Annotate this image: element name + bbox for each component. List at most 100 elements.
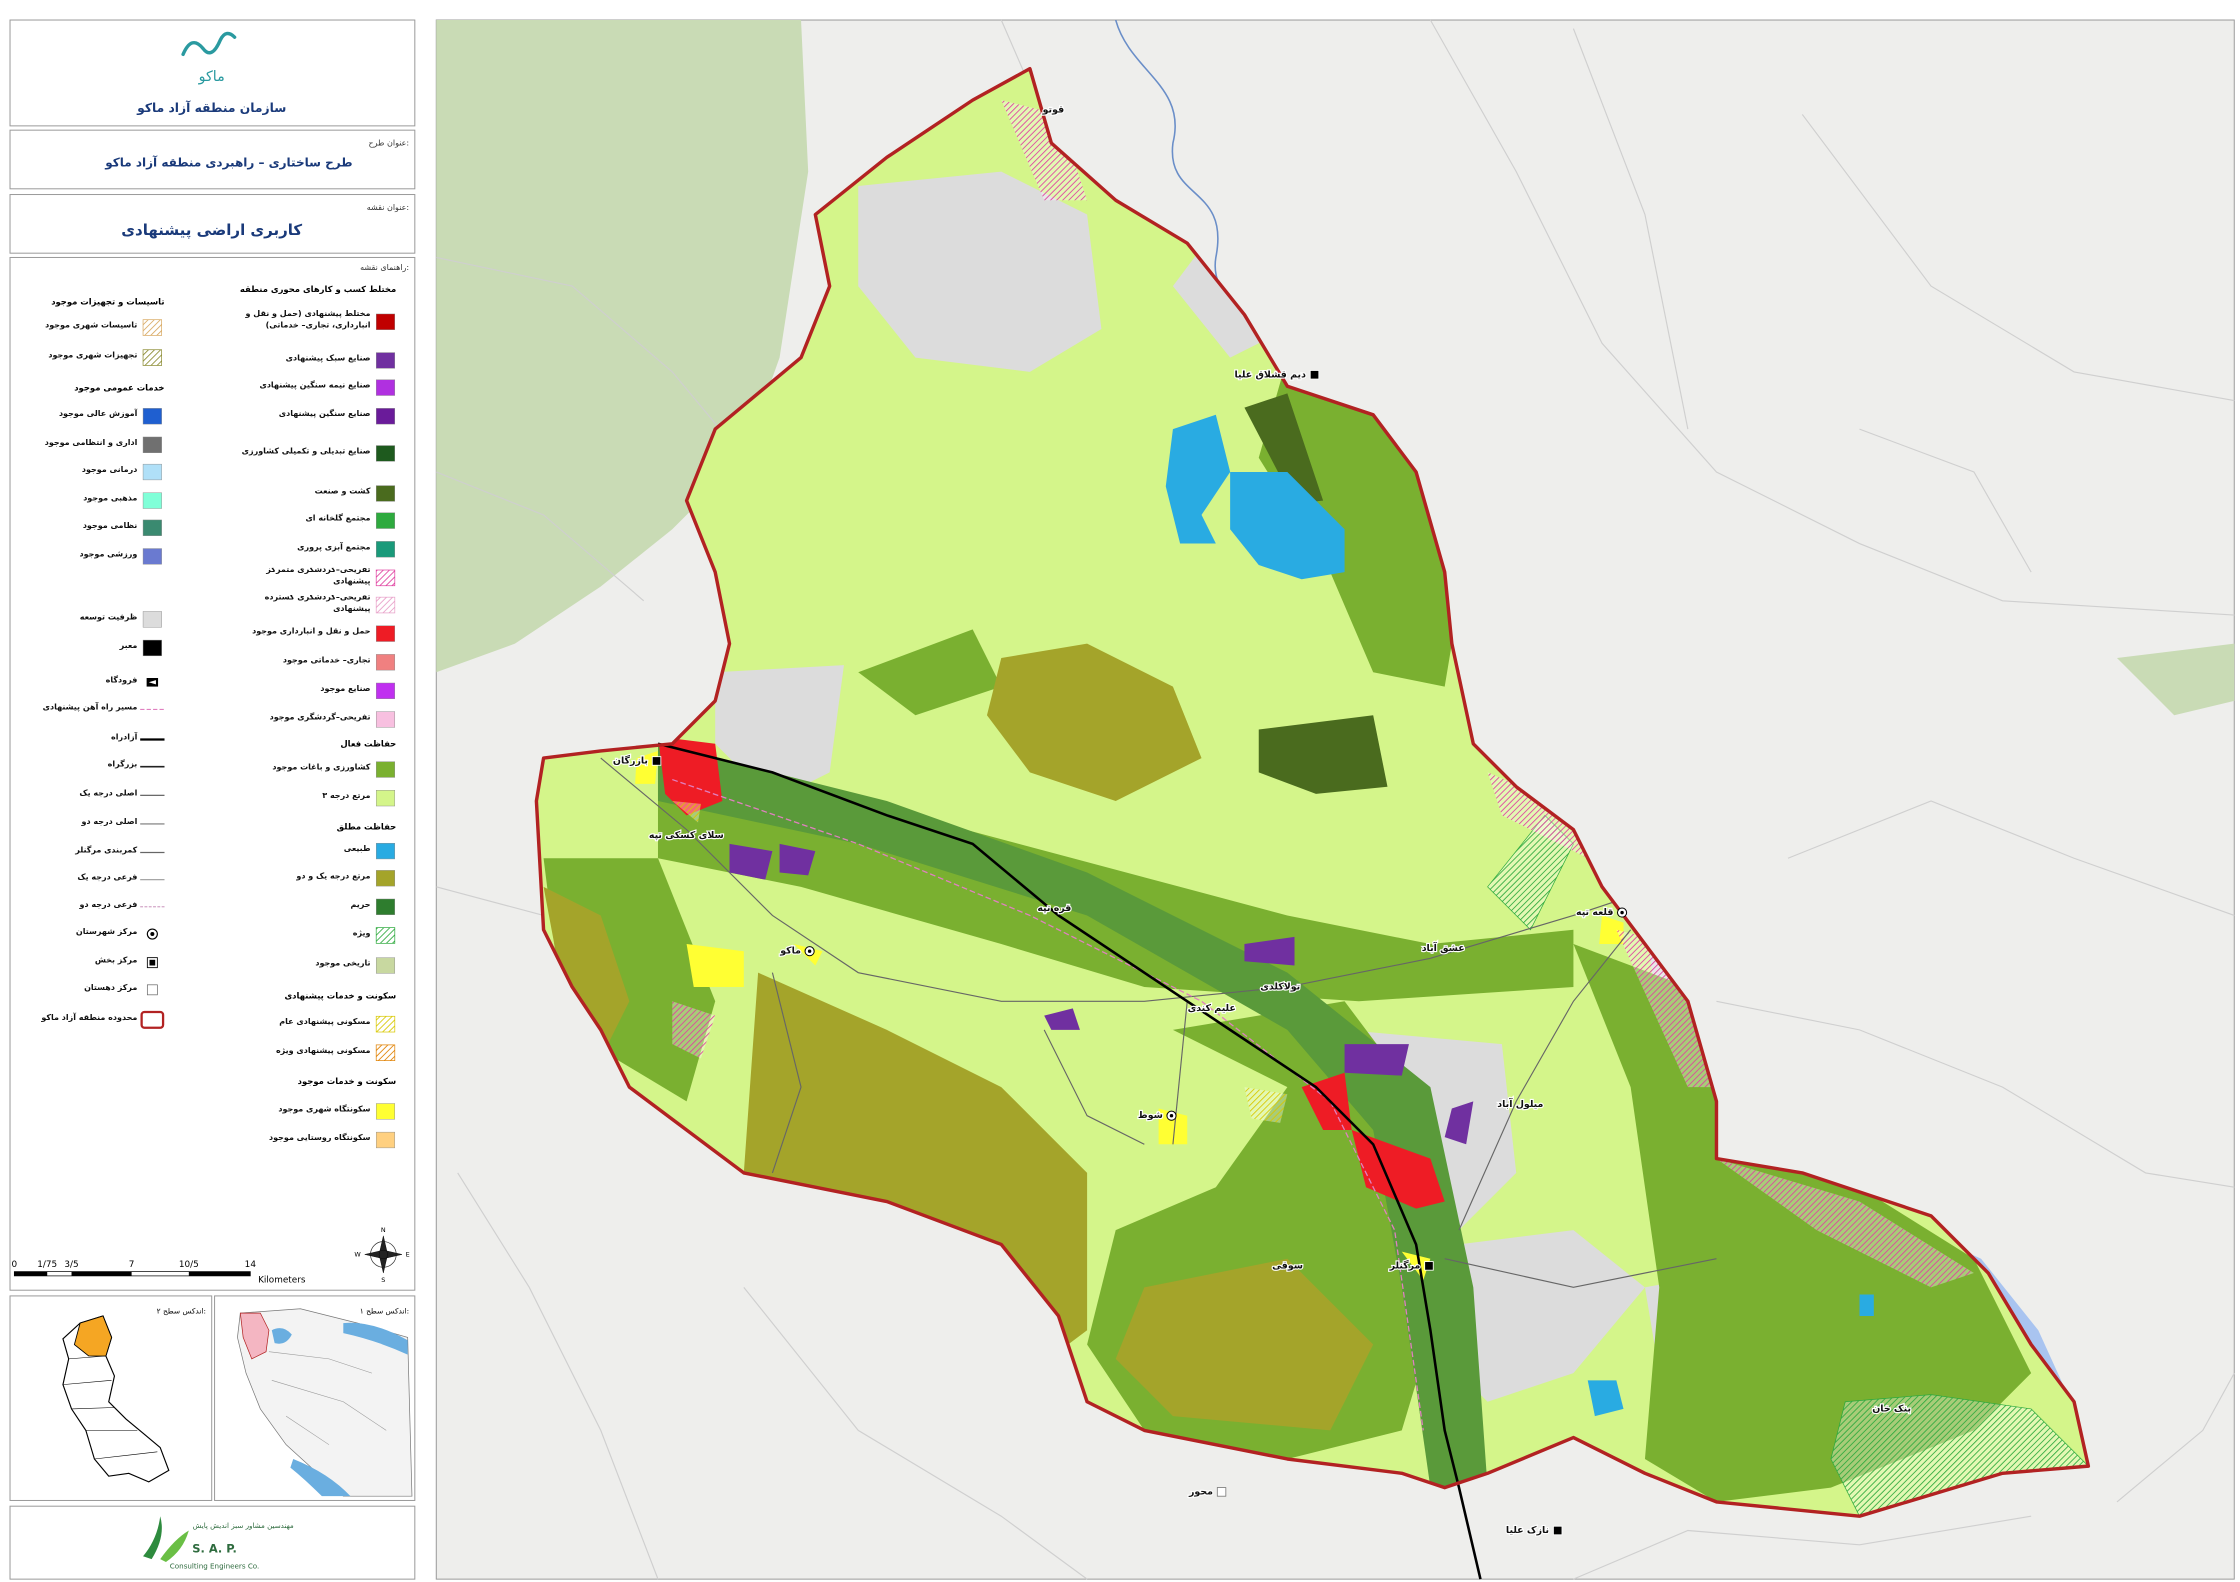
legend-swatch (142, 408, 162, 425)
legend-label: مسیر راه آهن پیشنهادی (42, 704, 138, 713)
zone-agriculture (858, 629, 1002, 716)
legend-swatch (375, 898, 396, 915)
road (1444, 1258, 1717, 1288)
map-title-label: عنوان نقشه: (367, 203, 409, 212)
legend-group-title: خدمات عمومی موجود (74, 385, 164, 394)
zone-agro-industry (1258, 715, 1388, 794)
place-marker (1424, 1261, 1434, 1271)
legend-label: ظرفیت توسعه (80, 614, 138, 623)
index-label-2: اندکس سطح ۲: (157, 1307, 206, 1316)
place-label: سوقی (1272, 1260, 1303, 1271)
legend-label: درمانی موجود (82, 467, 137, 476)
background-road (1859, 428, 2032, 573)
legend-label: سکونتگاه شهری موجود (278, 1106, 370, 1115)
legend-label: تجاری– خدماتی موجود (282, 656, 371, 666)
place-marker (1309, 370, 1320, 380)
legend-label: تاریخی موجود (315, 960, 371, 969)
legend-label: نظامی موجود (82, 522, 138, 531)
place-label: بازرگان (613, 754, 648, 766)
county-lines (62, 1355, 158, 1460)
consultant-name-fa: مهندسین مشاور سبز اندیش پایش (193, 1521, 294, 1530)
background-road (1716, 1000, 2235, 1188)
project-box (9, 129, 416, 190)
background-road (436, 471, 645, 602)
place-label: قلعه تپه (1576, 907, 1613, 918)
zone-industry (779, 843, 816, 876)
legend-label: تفریحی–گردشگری متمرکز پیشنهادی (266, 567, 371, 587)
compass-s: S (381, 1276, 385, 1284)
legend-group-title: مختلط کسب و کارهای محوری منطقه (240, 286, 396, 295)
legend-label: فرعی درجه یک (77, 874, 137, 883)
background-road (2116, 1372, 2235, 1503)
map: قوتو دیم قشلاق علیا بازرگان سلای کسکی تپه ما… (435, 19, 2235, 1580)
legend-label: مجتمع آبزی پروری (297, 543, 371, 553)
legend-label: راهنمای نقشه: (360, 263, 409, 272)
legend-label: اصلی درجه یک (79, 790, 137, 799)
place-label: میلول آباد (1497, 1097, 1543, 1110)
legend-label: آموزش عالی موجود (58, 410, 138, 420)
legend-label: معبر (119, 642, 138, 652)
index-box-2 (9, 1295, 213, 1501)
consultant-name-en: Consulting Engineers Co. (170, 1561, 260, 1570)
background-road (436, 886, 544, 916)
scale-tick-label: 14 (245, 1260, 257, 1270)
scale-bar: Kilometers 0 1/75 3/5 7 10/5 14 (11, 1260, 305, 1286)
legend-label: محدوده منطقه آزاد ماکو (41, 1014, 137, 1023)
zone-residential-proposed (672, 801, 701, 823)
zone-natural (1230, 472, 1345, 580)
legend-label: مسکونی پیشنهادی ویژه (275, 1047, 371, 1056)
legend-swatch (375, 870, 396, 887)
legend-swatch (375, 957, 396, 974)
logo-text: ماکو (198, 69, 225, 85)
legend-swatch (375, 842, 396, 860)
legend-label: تاسیسات شهری موجود (45, 322, 138, 331)
legend-label: صنایع تبدیلی و تکمیلی کشاورزی (242, 448, 371, 457)
zone-tourism (1001, 100, 1088, 201)
legend-label: کمربندی مرگنلر (75, 847, 138, 856)
legend-label: کمربندی مرگنلر (75, 847, 138, 856)
zone-tourism (1616, 929, 1717, 1088)
scale-segment (14, 1271, 48, 1276)
legend-label: مذهبی موجود (83, 495, 137, 504)
legend-label: صنایع موجود (320, 685, 371, 695)
legend-label: بزرگراه (107, 761, 138, 770)
compass-star (364, 1235, 402, 1274)
legend-point (148, 680, 156, 685)
legend-label: صنایع موجود (320, 685, 371, 695)
scale-segment (71, 1271, 132, 1276)
zone-tourism (1487, 772, 1588, 859)
logo-leaf (160, 1530, 189, 1562)
legend-label: مرکز دهستان (84, 984, 137, 993)
free-zone-boundary (534, 66, 2091, 1518)
road (1172, 1001, 1188, 1145)
legend-swatch (375, 445, 396, 462)
scale-tick-label: 3/5 (64, 1260, 78, 1270)
consultant-box (9, 1505, 416, 1580)
legend-group-title: تاسیسات و تجهیزات موجود (51, 299, 164, 308)
zone-industry (1444, 1101, 1474, 1145)
legend-swatch (375, 485, 396, 502)
legend-label: فرعی درجه دو (80, 901, 138, 910)
place-label: قره تپه (1037, 903, 1071, 914)
legend-swatch (375, 761, 396, 778)
legend-label: مرتع درجه ۳ (322, 793, 370, 802)
legend-label: آزادراه (111, 734, 137, 743)
legend-label: تاریخی موجود (315, 960, 371, 969)
legend-swatch (375, 569, 396, 587)
legend-label: صنایع سنگین پیشنهادی (278, 410, 371, 420)
logo-leaf (143, 1516, 162, 1560)
compass-e: E (406, 1250, 410, 1258)
legend-label: سکونتگاه روستایی موجود (269, 1134, 371, 1144)
legend-label: مرکز بخش (95, 957, 137, 966)
legend-swatch (375, 1131, 396, 1149)
legend-swatch (375, 512, 396, 529)
scale-unit: Kilometers (258, 1276, 306, 1286)
background-road (457, 1172, 659, 1580)
background-road (1572, 28, 1689, 430)
place-marker (1552, 1525, 1563, 1536)
zone-development (858, 171, 1102, 372)
legend-label: مختلط پیشنهادی (حمل و نقل و انبارداری، ت… (245, 311, 371, 331)
legend-swatch (142, 492, 162, 509)
gulf (290, 1458, 351, 1497)
province-lines (268, 1351, 387, 1445)
